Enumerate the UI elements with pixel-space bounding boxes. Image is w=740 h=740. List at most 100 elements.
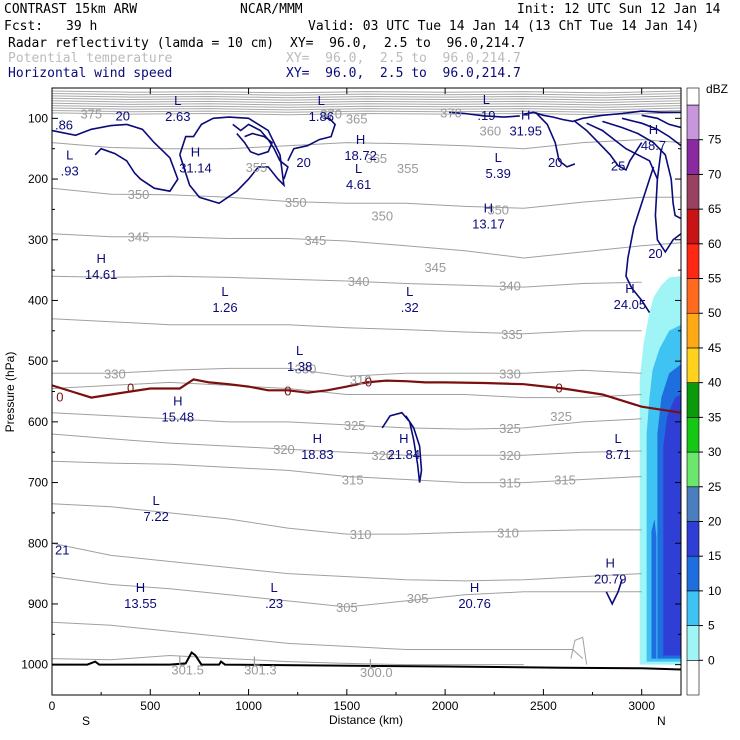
colorbar-box xyxy=(686,382,700,418)
wind-edge-label: 21 xyxy=(55,542,69,557)
field-wind-xy: XY= 96.0, 2.5 to 96.0,214.7 xyxy=(286,66,521,81)
theta-contours xyxy=(52,90,681,666)
theta-contour-upper xyxy=(52,105,681,108)
theta-contour xyxy=(52,367,642,377)
theta-contour-upper xyxy=(52,93,681,96)
colorbar-box xyxy=(686,659,700,696)
wind-extreme-mark: L xyxy=(406,284,413,299)
theta-label: 375 xyxy=(80,106,102,121)
colorbar-box xyxy=(686,486,700,522)
colorbar-level: 30 xyxy=(708,445,722,459)
x-tick-label: 1000 xyxy=(235,699,262,713)
wind-extreme-mark: L xyxy=(495,150,502,165)
wind-extreme-mark: L xyxy=(174,93,181,108)
wind-extreme-value: 4.61 xyxy=(346,177,371,192)
theta-label: 325 xyxy=(550,409,572,424)
colorbar-level: 70 xyxy=(708,167,722,181)
colorbar-level: 50 xyxy=(708,306,722,320)
theta-contour-upper xyxy=(52,102,681,106)
wind-extreme-mark: H xyxy=(606,556,615,571)
theta-label: 370 xyxy=(440,105,462,120)
colorbar-level: 35 xyxy=(708,410,722,424)
wind-contour xyxy=(641,114,681,129)
fcst-value: 39 h xyxy=(66,19,98,34)
axes: Distance (km) Pressure (hPa) S N 0 500 100… xyxy=(3,87,681,728)
wind-extreme-value: 5.39 xyxy=(486,166,511,181)
theta-extreme: L xyxy=(369,656,376,671)
theta-label: 315 xyxy=(342,473,364,488)
theta-label: 330 xyxy=(499,366,521,381)
field-theta-name: Potential temperature xyxy=(8,51,173,66)
wind-extreme-value: 20.76 xyxy=(458,596,491,611)
theta-label: 345 xyxy=(128,230,150,245)
theta-label: 300.0 xyxy=(360,665,393,680)
x-tick-label: 3000 xyxy=(628,699,655,713)
y-tick-label: 800 xyxy=(28,536,48,550)
wind-extreme-mark: H xyxy=(521,108,530,123)
colorbar-level: 5 xyxy=(708,619,715,633)
wind-contour xyxy=(654,148,681,254)
theta-label: 350 xyxy=(285,195,307,210)
theta-label: 320 xyxy=(273,442,295,457)
freezing-label: 0 xyxy=(284,384,291,399)
theta-label: 345 xyxy=(305,233,327,248)
wind-extreme-value: 24.05 xyxy=(614,297,647,312)
theta-label: 320 xyxy=(371,448,393,463)
theta-label: 315 xyxy=(499,476,521,491)
wind-extreme-value: 14.61 xyxy=(85,267,118,282)
wind-contour-label: 25 xyxy=(611,159,625,174)
wind-contour xyxy=(52,123,179,193)
theta-label: 365 xyxy=(346,111,368,126)
wind-contour xyxy=(179,116,285,205)
theta-label: 305 xyxy=(407,591,429,606)
wind-extreme-mark: H xyxy=(484,200,493,215)
field-wind-name: Horizontal wind speed xyxy=(8,66,173,81)
wind-contour xyxy=(523,110,681,123)
colorbar-level: 55 xyxy=(708,272,722,286)
wind-extreme-value: 15.48 xyxy=(162,409,195,424)
theta-contour-upper xyxy=(52,90,681,94)
colorbar-box xyxy=(686,625,700,661)
colorbar-box xyxy=(686,521,700,557)
theta-contour xyxy=(52,233,681,259)
colorbar-level: 60 xyxy=(708,237,722,251)
y-axis-title: Pressure (hPa) xyxy=(3,352,17,433)
wind-extreme-mark: L xyxy=(153,493,160,508)
theta-contour-upper xyxy=(52,107,681,111)
colorbar-box xyxy=(686,451,700,488)
theta-label: 365 xyxy=(365,151,387,166)
wind-contour xyxy=(236,132,274,156)
wind-extreme-mark: H xyxy=(136,580,145,595)
wind-extreme-mark: L xyxy=(318,93,325,108)
colorbar-box xyxy=(686,417,700,453)
x-end-left: S xyxy=(82,714,90,728)
x-tick-label: 1500 xyxy=(333,699,360,713)
colorbar-level: 25 xyxy=(708,480,722,494)
theta-label: 301.5 xyxy=(171,663,204,678)
colorbar-box xyxy=(686,174,700,210)
wind-extreme-value: 1.38 xyxy=(287,359,312,374)
theta-label: 370 xyxy=(320,106,342,121)
wind-extreme-mark: L xyxy=(355,161,362,176)
theta-contour xyxy=(52,542,642,582)
theta-label: 355 xyxy=(397,161,419,176)
freezing-label: 0 xyxy=(556,380,563,395)
y-tick-label: 700 xyxy=(28,476,48,490)
y-tick-label: 500 xyxy=(28,354,48,368)
colorbar-box xyxy=(686,555,700,592)
theta-label: 305 xyxy=(336,600,358,615)
y-tick-label: 400 xyxy=(28,293,48,307)
theta-label: 325 xyxy=(499,421,521,436)
wind-extreme-mark: H xyxy=(313,431,322,446)
colorbar-level: 20 xyxy=(708,514,722,528)
theta-contour xyxy=(52,412,642,430)
refl-15b xyxy=(651,519,657,659)
colorbar-box xyxy=(686,243,700,279)
x-end-right: N xyxy=(657,714,666,728)
wind-extreme-value: 13.55 xyxy=(124,596,157,611)
theta-contour-upper xyxy=(52,97,681,101)
wind-edge-label: .86 xyxy=(55,117,73,132)
colorbar-box xyxy=(686,278,700,314)
wind-extreme-value: 18.72 xyxy=(344,148,377,163)
theta-contour xyxy=(52,654,524,666)
